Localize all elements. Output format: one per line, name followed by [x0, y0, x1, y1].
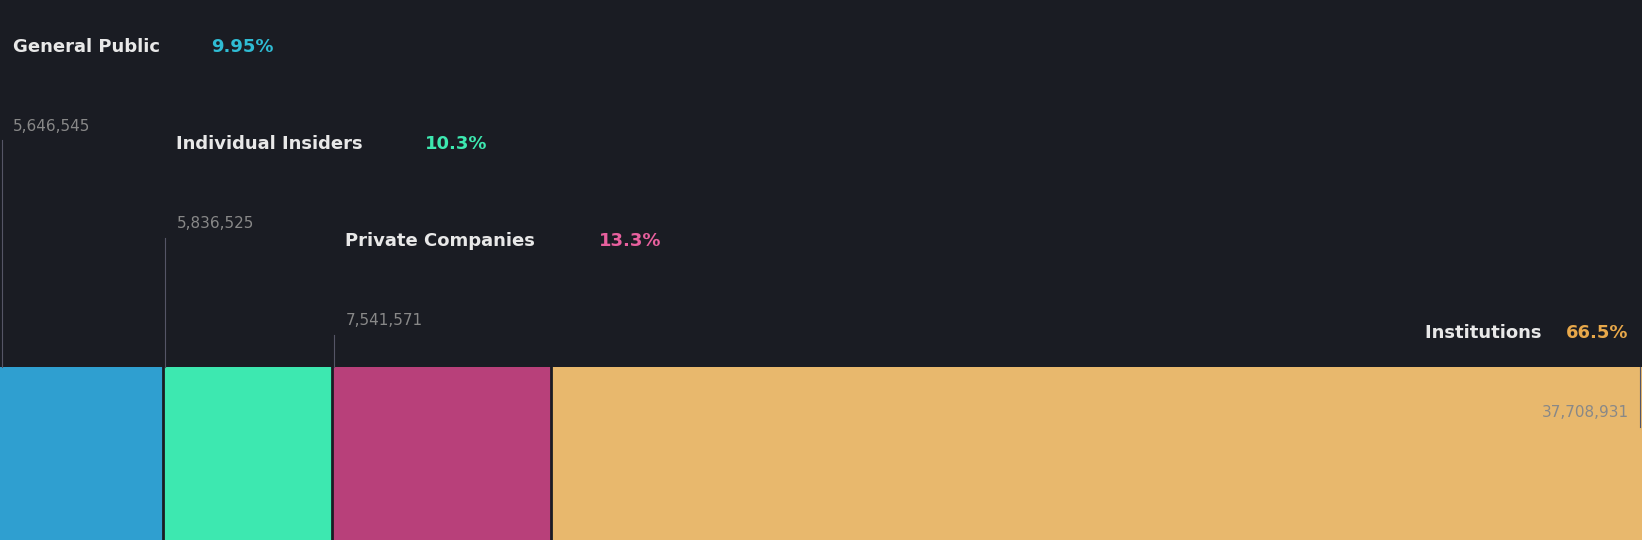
Text: 66.5%: 66.5%	[1566, 324, 1629, 342]
Text: Institutions: Institutions	[1425, 324, 1548, 342]
Text: 7,541,571: 7,541,571	[345, 313, 422, 328]
Bar	[332, 367, 550, 540]
Text: 9.95%: 9.95%	[210, 38, 273, 56]
Bar	[163, 367, 332, 540]
Text: Individual Insiders: Individual Insiders	[176, 135, 369, 153]
Text: 13.3%: 13.3%	[599, 232, 662, 250]
Text: 37,708,931: 37,708,931	[1542, 405, 1629, 420]
Text: 10.3%: 10.3%	[425, 135, 488, 153]
Bar	[550, 367, 1642, 540]
Text: 5,646,545: 5,646,545	[13, 119, 90, 134]
Bar	[0, 367, 163, 540]
Text: General Public: General Public	[13, 38, 166, 56]
Text: 5,836,525: 5,836,525	[176, 216, 255, 231]
Text: Private Companies: Private Companies	[345, 232, 542, 250]
